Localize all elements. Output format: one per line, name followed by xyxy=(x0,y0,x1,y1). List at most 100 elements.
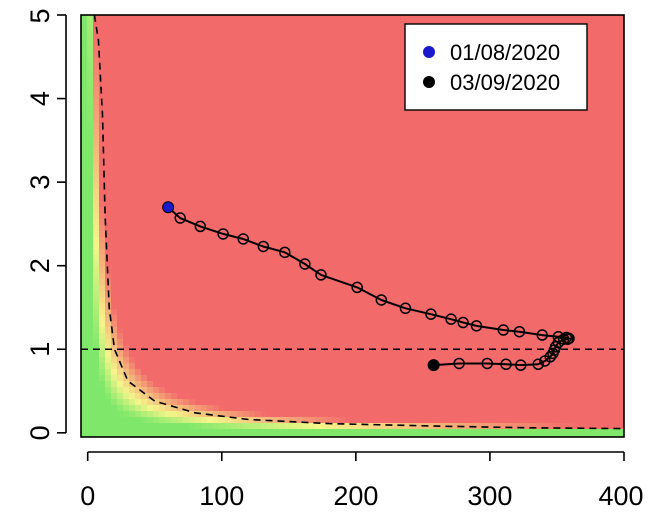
heatmap-cell xyxy=(363,141,370,148)
heatmap-cell xyxy=(345,291,352,298)
heatmap-cell xyxy=(429,129,436,136)
heatmap-cell xyxy=(147,129,154,136)
heatmap-cell xyxy=(237,45,244,52)
heatmap-cell xyxy=(363,159,370,166)
heatmap-cell xyxy=(333,201,340,208)
heatmap-cell xyxy=(417,315,424,322)
heatmap-cell xyxy=(327,285,334,292)
heatmap-cell xyxy=(453,381,460,388)
heatmap-cell xyxy=(99,243,106,250)
heatmap-cell xyxy=(267,195,274,202)
heatmap-cell xyxy=(165,45,172,52)
heatmap-cell xyxy=(87,435,94,437)
heatmap-cell xyxy=(243,27,250,34)
heatmap-cell xyxy=(351,165,358,172)
heatmap-cell xyxy=(357,153,364,160)
heatmap-cell xyxy=(297,381,304,388)
heatmap-cell xyxy=(255,249,262,256)
heatmap-cell xyxy=(219,357,226,364)
heatmap-cell xyxy=(321,345,328,352)
heatmap-cell xyxy=(237,369,244,376)
heatmap-cell xyxy=(105,201,112,208)
heatmap-cell xyxy=(255,69,262,76)
heatmap-cell xyxy=(381,267,388,274)
heatmap-cell xyxy=(81,135,88,142)
heatmap-cell xyxy=(147,165,154,172)
heatmap-cell xyxy=(285,141,292,148)
heatmap-cell xyxy=(393,393,400,400)
heatmap-cell xyxy=(279,231,286,238)
heatmap-cell xyxy=(231,375,238,382)
heatmap-cell xyxy=(81,303,88,310)
heatmap-cell xyxy=(279,357,286,364)
heatmap-cell xyxy=(105,243,112,250)
heatmap-cell xyxy=(267,231,274,238)
heatmap-cell xyxy=(441,165,448,172)
heatmap-cell xyxy=(267,213,274,220)
heatmap-cell xyxy=(327,81,334,88)
heatmap-cell xyxy=(423,129,430,136)
heatmap-cell xyxy=(81,159,88,166)
heatmap-cell xyxy=(369,105,376,112)
heatmap-cell xyxy=(81,213,88,220)
heatmap-cell xyxy=(411,183,418,190)
heatmap-cell xyxy=(141,15,148,22)
heatmap-cell xyxy=(357,51,364,58)
heatmap-cell xyxy=(327,63,334,70)
heatmap-cell xyxy=(225,213,232,220)
heatmap-cell xyxy=(123,243,130,250)
heatmap-cell xyxy=(267,357,274,364)
heatmap-cell xyxy=(351,81,358,88)
heatmap-cell xyxy=(93,21,100,28)
heatmap-cell xyxy=(333,189,340,196)
heatmap-cell xyxy=(219,333,226,340)
heatmap-cell xyxy=(387,147,394,154)
heatmap-cell xyxy=(135,105,142,112)
heatmap-cell xyxy=(267,99,274,106)
heatmap-cell xyxy=(285,183,292,190)
heatmap-cell xyxy=(333,147,340,154)
heatmap-cell xyxy=(477,357,484,364)
heatmap-cell xyxy=(369,243,376,250)
heatmap-cell xyxy=(453,147,460,154)
heatmap-cell xyxy=(267,333,274,340)
heatmap-cell xyxy=(183,381,190,388)
heatmap-cell xyxy=(87,33,94,40)
heatmap-cell xyxy=(213,135,220,142)
heatmap-cell xyxy=(261,15,268,22)
heatmap-cell xyxy=(417,405,424,412)
heatmap-cell xyxy=(105,381,112,388)
heatmap-cell xyxy=(291,135,298,142)
heatmap-cell xyxy=(297,153,304,160)
heatmap-cell xyxy=(219,201,226,208)
heatmap-cell xyxy=(141,399,148,406)
heatmap-cell xyxy=(465,375,472,382)
heatmap-cell xyxy=(189,177,196,184)
heatmap-cell xyxy=(309,291,316,298)
heatmap-cell xyxy=(405,405,412,412)
heatmap-cell xyxy=(399,327,406,334)
heatmap-cell xyxy=(219,75,226,82)
heatmap-cell xyxy=(309,237,316,244)
heatmap-cell xyxy=(201,327,208,334)
heatmap-cell xyxy=(309,219,316,226)
heatmap-cell xyxy=(489,327,496,334)
heatmap-cell xyxy=(297,435,304,437)
heatmap-cell xyxy=(381,255,388,262)
heatmap-cell xyxy=(117,363,124,370)
heatmap-cell xyxy=(333,393,340,400)
heatmap-cell xyxy=(183,177,190,184)
heatmap-cell xyxy=(153,285,160,292)
heatmap-cell xyxy=(147,87,154,94)
heatmap-cell xyxy=(225,165,232,172)
heatmap-cell xyxy=(357,417,364,424)
heatmap-cell xyxy=(117,165,124,172)
heatmap-cell xyxy=(471,261,478,268)
heatmap-cell xyxy=(381,423,388,430)
heatmap-cell xyxy=(117,297,124,304)
heatmap-cell xyxy=(375,153,382,160)
heatmap-cell xyxy=(87,129,94,136)
heatmap-cell xyxy=(339,417,346,424)
heatmap-cell xyxy=(219,63,226,70)
heatmap-cell xyxy=(495,213,502,220)
